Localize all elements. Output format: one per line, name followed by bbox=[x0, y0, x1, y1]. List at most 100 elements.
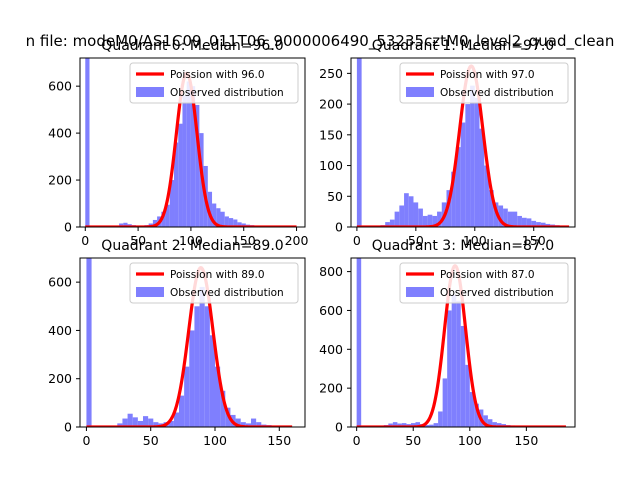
x-tick-label: 150 bbox=[522, 233, 546, 248]
hist-bar bbox=[228, 218, 234, 227]
hist-bar bbox=[460, 122, 466, 227]
legend-box bbox=[129, 62, 299, 104]
hist-bar bbox=[385, 222, 390, 227]
hist-bar bbox=[182, 95, 187, 227]
hist-bar bbox=[189, 330, 195, 427]
hist-bar bbox=[143, 416, 149, 427]
y-tick-label: 400 bbox=[319, 342, 343, 357]
figure-suptitle: n file: modeM0/AS1C09_011T06_9000006490_… bbox=[26, 32, 615, 51]
hist-bar bbox=[207, 191, 213, 227]
legend-box bbox=[399, 62, 569, 104]
hist-bar bbox=[484, 165, 489, 227]
legend-entry-poisson: Poission with 97.0 bbox=[440, 69, 535, 81]
hist-bar bbox=[224, 216, 229, 227]
x-tick-label: 150 bbox=[514, 433, 538, 448]
hist-bar bbox=[447, 310, 452, 427]
hist-bar bbox=[442, 378, 448, 427]
y-tick-label: 100 bbox=[319, 158, 343, 173]
legend-hist-swatch bbox=[136, 287, 164, 297]
hist-bar bbox=[422, 215, 428, 227]
hist-bar bbox=[432, 215, 438, 227]
hist-bar bbox=[186, 81, 191, 227]
x-tick-label: 0 bbox=[82, 433, 90, 448]
hist-bar bbox=[413, 202, 419, 227]
hist-bar bbox=[487, 419, 493, 427]
y-tick-label: 0 bbox=[64, 220, 72, 235]
hist-bar bbox=[195, 104, 200, 227]
hist-bar bbox=[456, 300, 461, 427]
y-tick-label: 0 bbox=[335, 420, 343, 435]
hist-bar bbox=[397, 423, 402, 427]
axes-frame bbox=[79, 257, 306, 428]
hist-bar bbox=[220, 211, 225, 227]
hist-bar bbox=[460, 325, 466, 427]
hist-bar bbox=[401, 423, 407, 427]
plot-area bbox=[84, 58, 298, 227]
hist-bar bbox=[173, 412, 179, 427]
hist-bar bbox=[148, 418, 154, 427]
x-tick-label: 100 bbox=[179, 233, 203, 248]
y-tick-label: 600 bbox=[48, 275, 72, 290]
hist-bar bbox=[427, 214, 433, 227]
legend-hist-swatch bbox=[406, 87, 434, 97]
hist-bar bbox=[179, 395, 185, 427]
poisson-curve bbox=[85, 266, 294, 427]
plot-area bbox=[355, 58, 571, 227]
hist-bar bbox=[399, 205, 405, 227]
y-tick-label: 200 bbox=[319, 381, 343, 396]
hist-bar bbox=[184, 366, 190, 427]
hist-bar bbox=[132, 417, 138, 427]
hist-bar bbox=[521, 217, 527, 227]
panel-quadrant-1: 0 50 100 150 0 50 100 150 200 250 Poission with 97… bbox=[319, 38, 576, 248]
x-tick-label: 100 bbox=[463, 233, 487, 248]
hist-bar bbox=[233, 219, 238, 227]
hist-bar bbox=[479, 128, 485, 227]
hist-bar bbox=[498, 205, 504, 227]
hist-bar bbox=[404, 193, 409, 227]
x-tick-label: 0 bbox=[353, 233, 361, 248]
y-tick-label: 600 bbox=[319, 303, 343, 318]
hist-bar bbox=[488, 190, 494, 227]
legend-box bbox=[399, 262, 569, 304]
hist-bar bbox=[531, 220, 537, 227]
y-tick-label: 200 bbox=[48, 173, 72, 188]
hist-bar bbox=[496, 423, 502, 427]
hist-bar bbox=[540, 222, 546, 227]
x-tick-label: 0 bbox=[81, 233, 89, 248]
panel-quadrant-3: 0 50 100 150 0 200 400 600 800 Poission with 87.0… bbox=[319, 238, 576, 448]
hist-bar bbox=[85, 58, 90, 227]
hist-bar bbox=[178, 123, 183, 227]
hist-bar bbox=[209, 335, 215, 427]
hist-bar bbox=[503, 208, 508, 227]
hist-bar bbox=[256, 422, 262, 427]
x-tick-label: 100 bbox=[203, 433, 227, 448]
legend-hist-swatch bbox=[136, 87, 164, 97]
histogram-panels: 0 50 100 150 200 0 200 400 600 Poission with 96.0… bbox=[48, 38, 576, 448]
hist-bar bbox=[389, 219, 395, 227]
hist-bar bbox=[451, 294, 457, 427]
y-tick-label: 0 bbox=[335, 220, 343, 235]
hist-bar bbox=[455, 147, 461, 227]
x-tick-label: 150 bbox=[267, 433, 291, 448]
hist-bar bbox=[194, 306, 200, 427]
hist-bar bbox=[169, 180, 175, 227]
hist-bar bbox=[470, 85, 475, 227]
hist-bar bbox=[216, 208, 221, 227]
hist-bar bbox=[137, 420, 143, 427]
hist-bar bbox=[152, 219, 158, 227]
hist-bar bbox=[474, 97, 480, 227]
y-tick-label: 800 bbox=[319, 264, 343, 279]
y-tick-label: 400 bbox=[48, 126, 72, 141]
hist-bar bbox=[215, 366, 221, 427]
legend: Poission with 96.0 Observed distribution bbox=[129, 62, 299, 104]
hist-bar bbox=[168, 420, 174, 427]
plot-area bbox=[85, 258, 294, 427]
hist-bar bbox=[451, 171, 456, 227]
panel-quadrant-0: 0 50 100 150 200 0 200 400 600 Poission with 96.0… bbox=[48, 38, 308, 248]
y-tick-label: 250 bbox=[319, 66, 343, 81]
hist-bar bbox=[437, 211, 442, 227]
y-tick-label: 400 bbox=[48, 323, 72, 338]
hist-bar bbox=[415, 422, 421, 427]
panel-title: Quadrant 0: Median=96.0 bbox=[101, 38, 283, 54]
